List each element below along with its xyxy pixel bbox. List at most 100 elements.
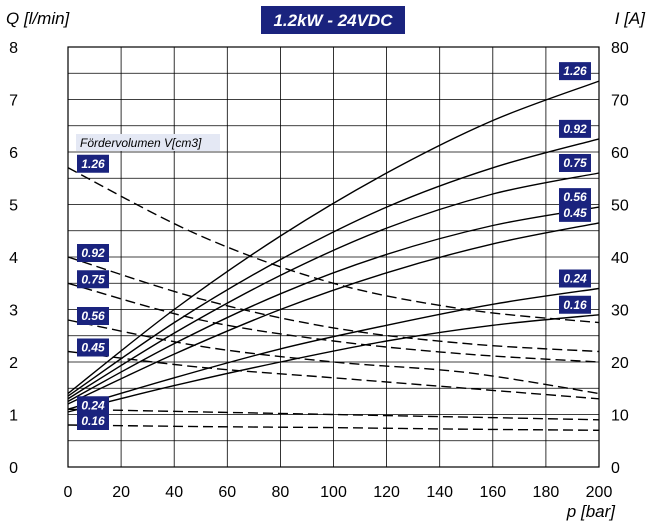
y-right-tick-label: 10 — [611, 408, 629, 425]
series-badge-label: 1.26 — [563, 64, 587, 78]
series-badge-label: 0.16 — [563, 298, 587, 312]
series-badge-bg — [559, 62, 591, 81]
x-tick-label: 80 — [272, 484, 290, 501]
current-line-0.24 — [67, 287, 600, 410]
y-left-axis-ticks: 0 1 2 3 4 5 6 7 8 — [9, 40, 18, 477]
x-tick-label: 160 — [479, 484, 506, 501]
annotation-box: Fördervolumen V[cm3] — [76, 134, 220, 151]
current-line-0.45 — [67, 222, 600, 405]
series-badge-bg — [559, 154, 591, 172]
series-badge-label: 0.45 — [81, 341, 105, 355]
series-badge-bg — [77, 338, 109, 357]
current-series-group — [67, 80, 600, 413]
current-line-0.56 — [67, 206, 600, 403]
y-left-tick-label: 0 — [9, 460, 18, 477]
current-badges: 1.26 0.92 0.75 0.56 0.45 0.24 0.16 — [559, 62, 591, 314]
chart-title-badge: 1.2kW - 24VDC — [261, 6, 405, 34]
flow-line-0.92 — [67, 256, 600, 353]
y-right-tick-label: 80 — [611, 40, 629, 57]
x-tick-label: 20 — [112, 484, 130, 501]
y-right-tick-label: 30 — [611, 303, 629, 320]
series-badge-label: 0.56 — [81, 309, 105, 323]
series-badge-label: 0.24 — [81, 398, 105, 412]
x-tick-label: 60 — [218, 484, 236, 501]
flow-badge-0.16: 0.16 — [77, 412, 109, 430]
current-badge-0.75: 0.75 — [559, 154, 591, 172]
x-tick-label: 0 — [64, 484, 73, 501]
current-badge-0.24: 0.24 — [559, 269, 591, 288]
series-badge-bg — [559, 203, 591, 222]
current-badge-0.92: 0.92 — [559, 119, 591, 138]
series-badge-bg — [77, 154, 109, 173]
current-line-0.92 — [67, 138, 600, 397]
y-left-tick-label: 3 — [9, 303, 18, 320]
series-badge-label: 0.56 — [563, 190, 587, 204]
x-tick-label: 140 — [426, 484, 453, 501]
series-badge-bg — [77, 307, 109, 325]
series-badge-bg — [77, 270, 109, 289]
y-right-tick-label: 20 — [611, 355, 629, 372]
chart-title-bg — [261, 6, 405, 34]
series-badge-bg — [559, 269, 591, 288]
current-badge-1.26: 1.26 — [559, 62, 591, 81]
flow-series-group — [67, 167, 600, 431]
flow-line-0.16 — [67, 424, 600, 431]
x-tick-label: 120 — [373, 484, 400, 501]
y-right-tick-label: 70 — [611, 93, 629, 110]
y-left-tick-label: 4 — [9, 250, 18, 267]
series-badge-label: 0.16 — [81, 414, 105, 428]
y-left-tick-label: 2 — [9, 355, 18, 372]
current-badge-0.56: 0.56 — [559, 188, 591, 207]
flow-badge-0.56: 0.56 — [77, 307, 109, 325]
series-badge-bg — [77, 244, 109, 262]
x-axis-ticks: 0 20 40 60 80 100 120 140 160 180 200 — [64, 484, 613, 501]
series-badge-label: 0.92 — [563, 122, 587, 136]
series-badge-label: 0.24 — [563, 272, 587, 286]
x-axis-label: p [bar] — [566, 502, 616, 521]
current-line-1.26 — [67, 80, 600, 395]
x-tick-label: 40 — [165, 484, 183, 501]
x-tick-label: 180 — [533, 484, 560, 501]
annotation-bg — [76, 134, 220, 151]
y-right-axis-ticks: 0 10 20 30 40 50 60 70 80 — [611, 40, 629, 477]
flow-badge-0.92: 0.92 — [77, 244, 109, 262]
chart-title: 1.2kW - 24VDC — [273, 11, 393, 30]
y-left-tick-label: 8 — [9, 40, 18, 57]
flow-line-0.24 — [67, 408, 600, 421]
annotation-text: Fördervolumen V[cm3] — [80, 136, 202, 150]
flow-badges: 1.26 0.92 0.75 0.56 0.45 0.24 0.16 — [77, 154, 109, 430]
x-tick-label: 100 — [320, 484, 347, 501]
y-left-axis-label: Q [l/min] — [6, 9, 71, 28]
y-left-tick-label: 6 — [9, 145, 18, 162]
series-badge-label: 0.75 — [81, 272, 105, 286]
x-tick-label: 200 — [586, 484, 613, 501]
y-left-tick-label: 1 — [9, 408, 18, 425]
y-right-tick-label: 60 — [611, 145, 629, 162]
y-left-tick-label: 7 — [9, 93, 18, 110]
y-right-tick-label: 40 — [611, 250, 629, 267]
current-line-0.75 — [67, 172, 600, 400]
flow-badge-1.26: 1.26 — [77, 154, 109, 173]
y-right-tick-label: 0 — [611, 460, 620, 477]
y-right-tick-label: 50 — [611, 198, 629, 215]
current-badge-0.16: 0.16 — [559, 295, 591, 314]
flow-badge-0.24: 0.24 — [77, 396, 109, 415]
series-badge-label: 0.75 — [563, 156, 587, 170]
series-badge-bg — [77, 412, 109, 430]
y-left-tick-label: 5 — [9, 198, 18, 215]
flow-badge-0.75: 0.75 — [77, 270, 109, 289]
series-badge-bg — [77, 396, 109, 415]
flow-line-1.26 — [67, 167, 600, 324]
current-badge-0.45: 0.45 — [559, 203, 591, 222]
series-badge-label: 0.45 — [563, 206, 587, 220]
series-badge-bg — [559, 119, 591, 138]
flow-line-0.75 — [67, 282, 600, 363]
y-right-axis-label: I [A] — [615, 9, 647, 28]
series-badge-label: 0.92 — [81, 246, 105, 260]
flow-badge-0.45: 0.45 — [77, 338, 109, 357]
current-line-0.16 — [67, 314, 600, 413]
series-badge-bg — [559, 188, 591, 207]
series-badge-label: 1.26 — [81, 157, 105, 171]
series-badge-bg — [559, 295, 591, 314]
